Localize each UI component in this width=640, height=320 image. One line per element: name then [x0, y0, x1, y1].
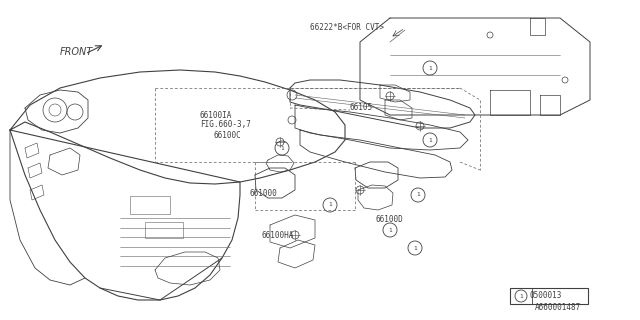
Text: 1: 1	[428, 138, 432, 142]
Text: 1: 1	[388, 228, 392, 233]
Text: 66222*B<FOR CVT>: 66222*B<FOR CVT>	[310, 22, 384, 31]
Text: 66100D: 66100D	[376, 215, 404, 225]
Text: 1: 1	[416, 193, 420, 197]
Text: FRONT: FRONT	[60, 47, 93, 57]
Text: 66100IA: 66100IA	[200, 111, 232, 121]
Text: FIG.660-3,7: FIG.660-3,7	[200, 121, 251, 130]
Text: 66100C: 66100C	[213, 131, 241, 140]
Text: 1: 1	[413, 245, 417, 251]
Text: 66105: 66105	[350, 103, 373, 113]
Text: 1: 1	[280, 146, 284, 150]
Bar	[510, 288, 588, 304]
Text: 1: 1	[328, 203, 332, 207]
Bar	[145, 222, 183, 238]
Text: 1: 1	[519, 293, 523, 299]
Text: 66100HA: 66100HA	[262, 230, 294, 239]
Text: 0500013: 0500013	[530, 292, 563, 300]
Text: 661000: 661000	[250, 189, 278, 198]
Text: A660001487: A660001487	[535, 303, 581, 313]
Bar	[130, 196, 170, 214]
Text: 1: 1	[428, 66, 432, 70]
